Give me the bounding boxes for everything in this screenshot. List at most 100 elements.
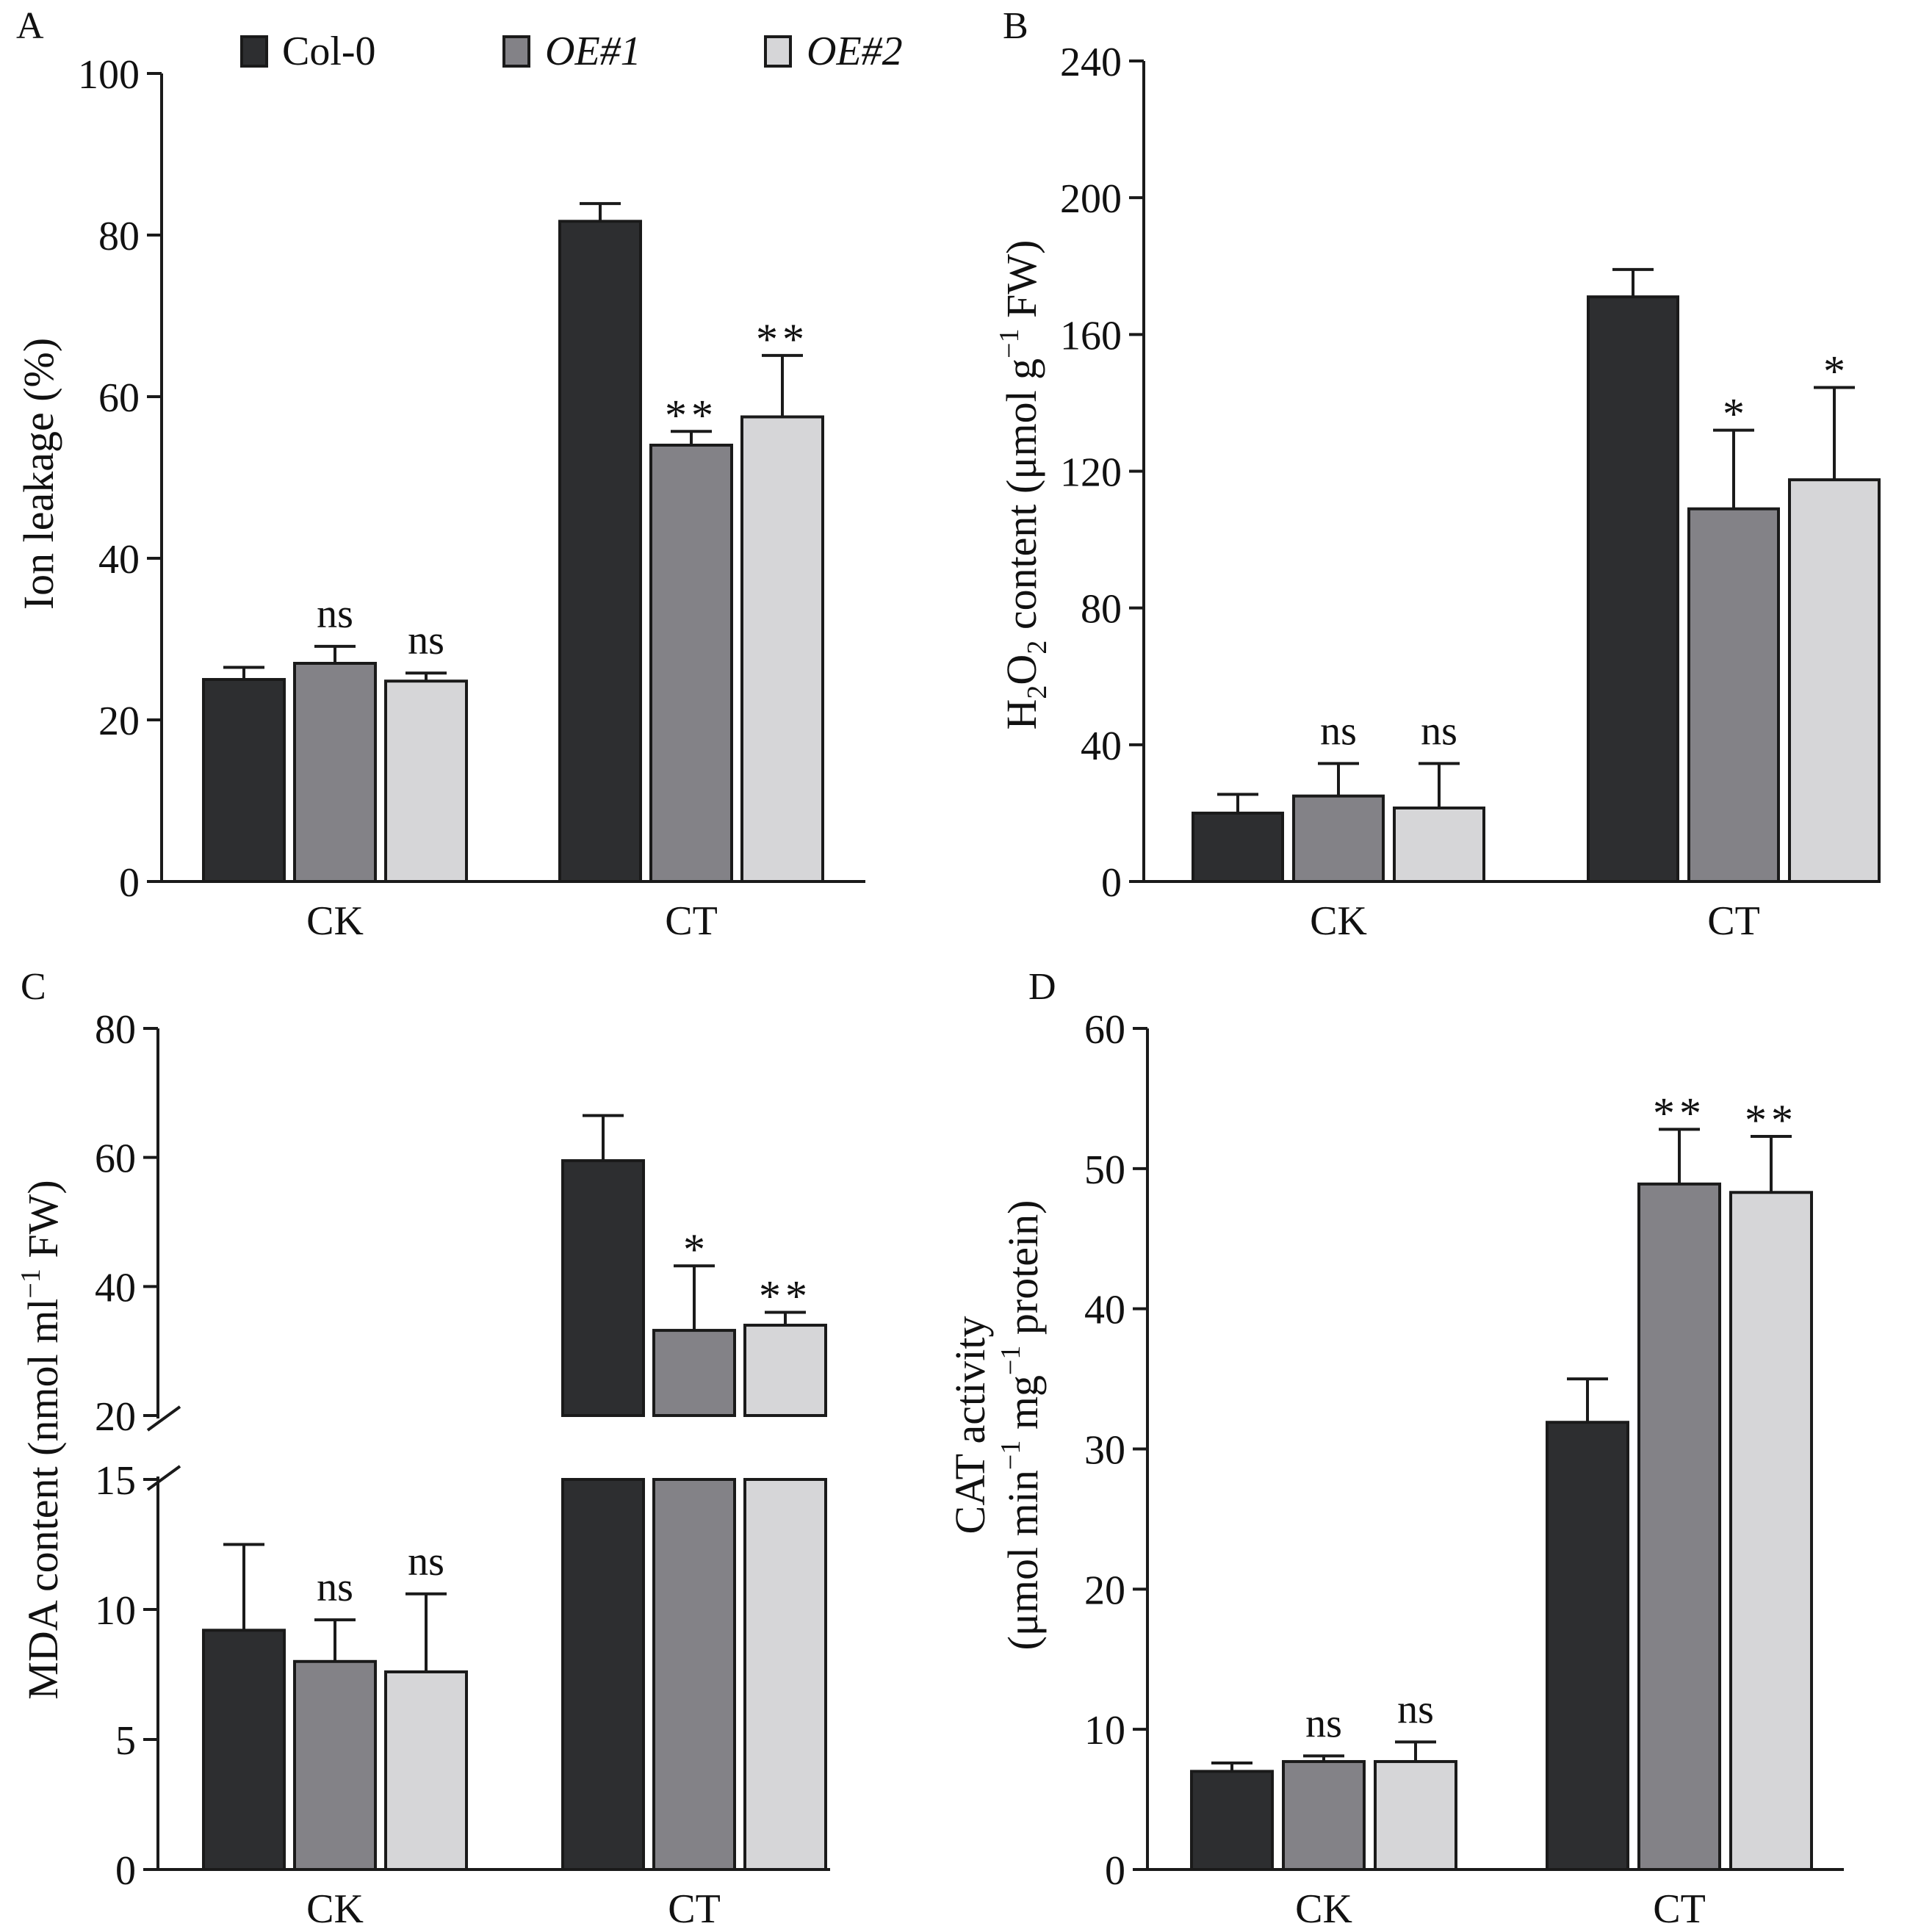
legend-swatch-oe2	[764, 35, 792, 68]
bar-d-ct-s2	[1729, 1191, 1813, 1871]
sig-label-a: **	[665, 391, 718, 439]
bar-c-ct-s0-lower	[561, 1478, 645, 1871]
legend-swatch-oe1	[502, 35, 530, 68]
panel-label-a: A	[16, 5, 44, 47]
y-tick-label-c: 10	[95, 1588, 136, 1634]
ylabel-a: Ion leakage (%)	[15, 338, 62, 610]
x-tick-label-d: CK	[1295, 1886, 1352, 1929]
legend: Col-0 OE#1 OE#2	[240, 29, 903, 74]
panel-label-d: D	[1028, 966, 1056, 1008]
sig-label-d: **	[1745, 1096, 1798, 1144]
x-tick-label-c: CT	[668, 1886, 721, 1929]
ylabel-c: MDA content (nmol ml−1 FW)	[15, 1180, 67, 1699]
y-tick-label-a: 40	[98, 537, 140, 583]
panel-a: 0 20 40 60 80 100 ns ns CK ** ** CT	[78, 52, 865, 944]
y-tick-label-d: 0	[1105, 1848, 1125, 1894]
panel-b: 0 40 80 120 160 200 240 ns ns CK * * CT	[1060, 40, 1881, 944]
bar-c-ct-s1-lower	[652, 1478, 736, 1871]
bar-a-ct-s0	[558, 220, 642, 883]
y-tick-label-d: 20	[1084, 1568, 1125, 1613]
bar-c-ck-s0	[202, 1629, 286, 1872]
bar-c-ct-s0	[561, 1159, 645, 1418]
sig-label-a: ns	[317, 591, 353, 637]
y-tick-label-c: 15	[95, 1458, 136, 1504]
bar-a-ck-s1	[293, 662, 377, 883]
bar-a-ct-s1	[649, 444, 733, 883]
bar-c-ct-s2	[743, 1324, 827, 1417]
x-tick-label-d: CT	[1653, 1886, 1706, 1929]
y-tick-label-a: 0	[119, 860, 140, 906]
legend-label-oe1: OE#1	[545, 29, 641, 74]
bar-d-ct-s1	[1637, 1182, 1721, 1871]
y-tick-label-c: 80	[95, 1007, 136, 1053]
panel-label-b: B	[1003, 5, 1028, 47]
axis-break-mark-lower	[146, 1465, 181, 1491]
bar-b-ck-s1	[1292, 794, 1385, 884]
ylabel-b: H2O2 content (μmol g−1 FW)	[994, 240, 1053, 730]
x-tick-label-a: CK	[306, 898, 364, 944]
bar-b-ct-s1	[1687, 507, 1780, 884]
sig-label-d: **	[1653, 1089, 1706, 1137]
y-tick-label-b: 200	[1060, 176, 1122, 222]
x-tick-label-a: CT	[665, 898, 718, 944]
sig-label-c: ns	[317, 1565, 353, 1610]
legend-swatch-col0	[240, 35, 268, 68]
bar-d-ck-s2	[1374, 1760, 1457, 1872]
bar-d-ck-s0	[1190, 1770, 1274, 1872]
sig-label-b: *	[1723, 390, 1745, 439]
y-tick-label-d: 40	[1084, 1288, 1125, 1333]
bar-a-ck-s2	[384, 679, 468, 883]
plots: 020406080100nsnsCK****CT0408012016020024…	[78, 40, 1881, 1929]
legend-label-col0: Col-0	[282, 29, 376, 74]
y-tick-label-b: 40	[1081, 724, 1122, 769]
bar-a-ct-s2	[740, 415, 824, 883]
sig-label-d: ns	[1305, 1701, 1342, 1746]
sig-label-c: ns	[408, 1539, 444, 1584]
y-tick-label-d: 30	[1084, 1428, 1125, 1474]
bar-b-ck-s0	[1192, 811, 1284, 883]
x-tick-label-b: CT	[1707, 898, 1760, 944]
ylabel-d-line2: (μmol min−1 mg−1 protein)	[995, 1200, 1047, 1651]
bar-d-ct-s0	[1546, 1421, 1629, 1872]
y-tick-label-a: 100	[78, 52, 140, 98]
x-tick-label-c: CK	[306, 1886, 364, 1929]
panel-d: 0 10 20 30 40 50 60 ns ns CK ** ** CT	[1084, 1007, 1844, 1929]
bar-c-ct-s2-lower	[743, 1478, 827, 1871]
bar-b-ct-s2	[1788, 478, 1881, 883]
y-tick-label-a: 60	[98, 375, 140, 421]
y-tick-label-b: 120	[1060, 450, 1122, 496]
y-tick-label-c: 40	[95, 1265, 136, 1310]
legend-label-oe2: OE#2	[807, 29, 903, 74]
bar-a-ck-s0	[202, 678, 286, 883]
sig-label-c: *	[683, 1225, 705, 1274]
y-tick-label-d: 60	[1084, 1007, 1125, 1053]
bar-c-ck-s2	[384, 1670, 468, 1871]
y-tick-label-b: 80	[1081, 587, 1122, 632]
bar-d-ck-s1	[1282, 1760, 1366, 1872]
bar-b-ck-s2	[1393, 806, 1485, 884]
y-tick-label-d: 50	[1084, 1147, 1125, 1193]
y-tick-label-a: 20	[98, 699, 140, 744]
x-tick-label-b: CK	[1310, 898, 1367, 944]
axis-break-mark-upper	[146, 1405, 181, 1432]
y-tick-label-b: 160	[1060, 313, 1122, 358]
y-tick-label-c: 0	[115, 1848, 136, 1894]
bar-c-ct-s1	[652, 1329, 736, 1418]
y-tick-label-c: 60	[95, 1136, 136, 1182]
ylabel-d-line1: CAT activity	[946, 1316, 994, 1535]
y-tick-label-b: 240	[1060, 40, 1122, 85]
sig-label-b: *	[1823, 347, 1845, 395]
bar-b-ct-s0	[1587, 295, 1679, 883]
y-tick-label-a: 80	[98, 214, 140, 259]
y-tick-label-c: 20	[95, 1394, 136, 1440]
sig-label-a: ns	[408, 618, 444, 663]
y-tick-label-d: 10	[1084, 1708, 1125, 1753]
sig-label-b: ns	[1320, 708, 1357, 754]
y-tick-label-c: 5	[115, 1718, 136, 1764]
sig-label-c: **	[759, 1272, 812, 1320]
y-tick-label-b: 0	[1101, 860, 1122, 906]
sig-label-d: ns	[1397, 1687, 1434, 1732]
sig-label-b: ns	[1421, 708, 1457, 754]
